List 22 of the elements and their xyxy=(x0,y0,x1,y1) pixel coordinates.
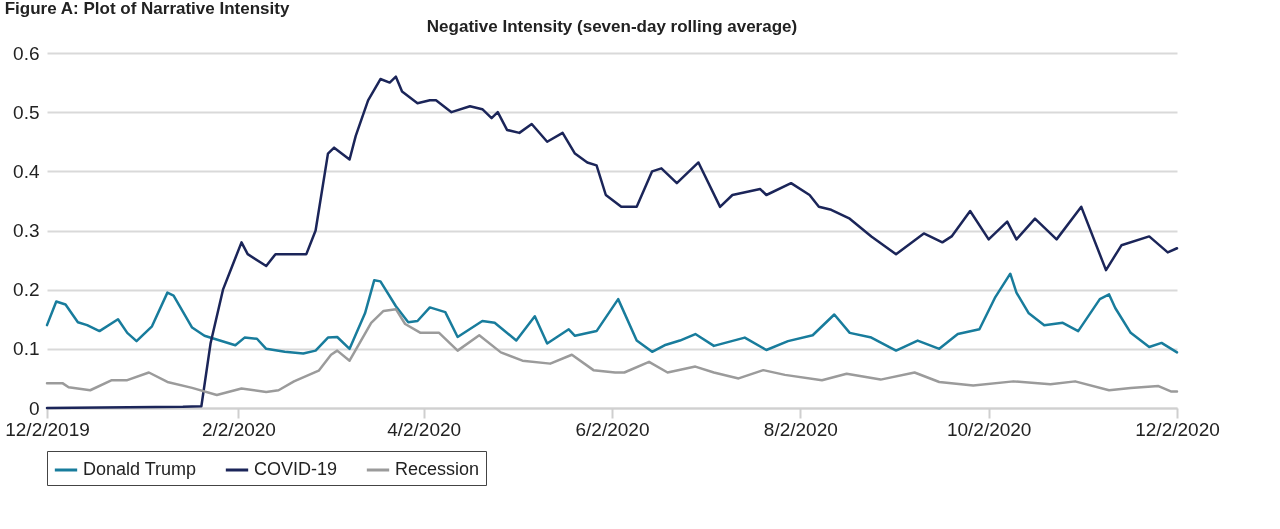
x-tick-label: 12/2/2019 xyxy=(5,418,90,440)
y-tick-label: 0.5 xyxy=(13,101,40,123)
y-tick-label: 0.4 xyxy=(13,160,40,182)
legend-label: COVID-19 xyxy=(254,459,338,479)
line-series xyxy=(45,307,1179,397)
line-series xyxy=(45,75,1179,410)
y-tick-label: 0.6 xyxy=(13,42,40,64)
x-tick-label: 2/2/2020 xyxy=(201,418,276,440)
x-tick-label: 10/2/2020 xyxy=(946,418,1032,440)
line-series xyxy=(45,272,1179,355)
y-tick-label: 0.1 xyxy=(13,338,40,360)
y-tick-label: 0 xyxy=(28,397,40,419)
x-tick-label: 6/2/2020 xyxy=(575,418,650,440)
chart-subtitle: Negative Intensity (seven-day rolling average) xyxy=(426,17,798,36)
x-tick-label: 4/2/2020 xyxy=(387,418,462,440)
chart-title: Figure A: Plot of Narrative Intensity xyxy=(4,0,290,18)
legend-label: Recession xyxy=(395,459,480,479)
legend-label: Donald Trump xyxy=(83,459,197,479)
y-tick-label: 0.2 xyxy=(13,279,40,301)
x-tick-label: 12/2/2020 xyxy=(1135,418,1220,440)
x-tick-label: 8/2/2020 xyxy=(763,418,838,440)
y-tick-label: 0.3 xyxy=(13,220,40,241)
